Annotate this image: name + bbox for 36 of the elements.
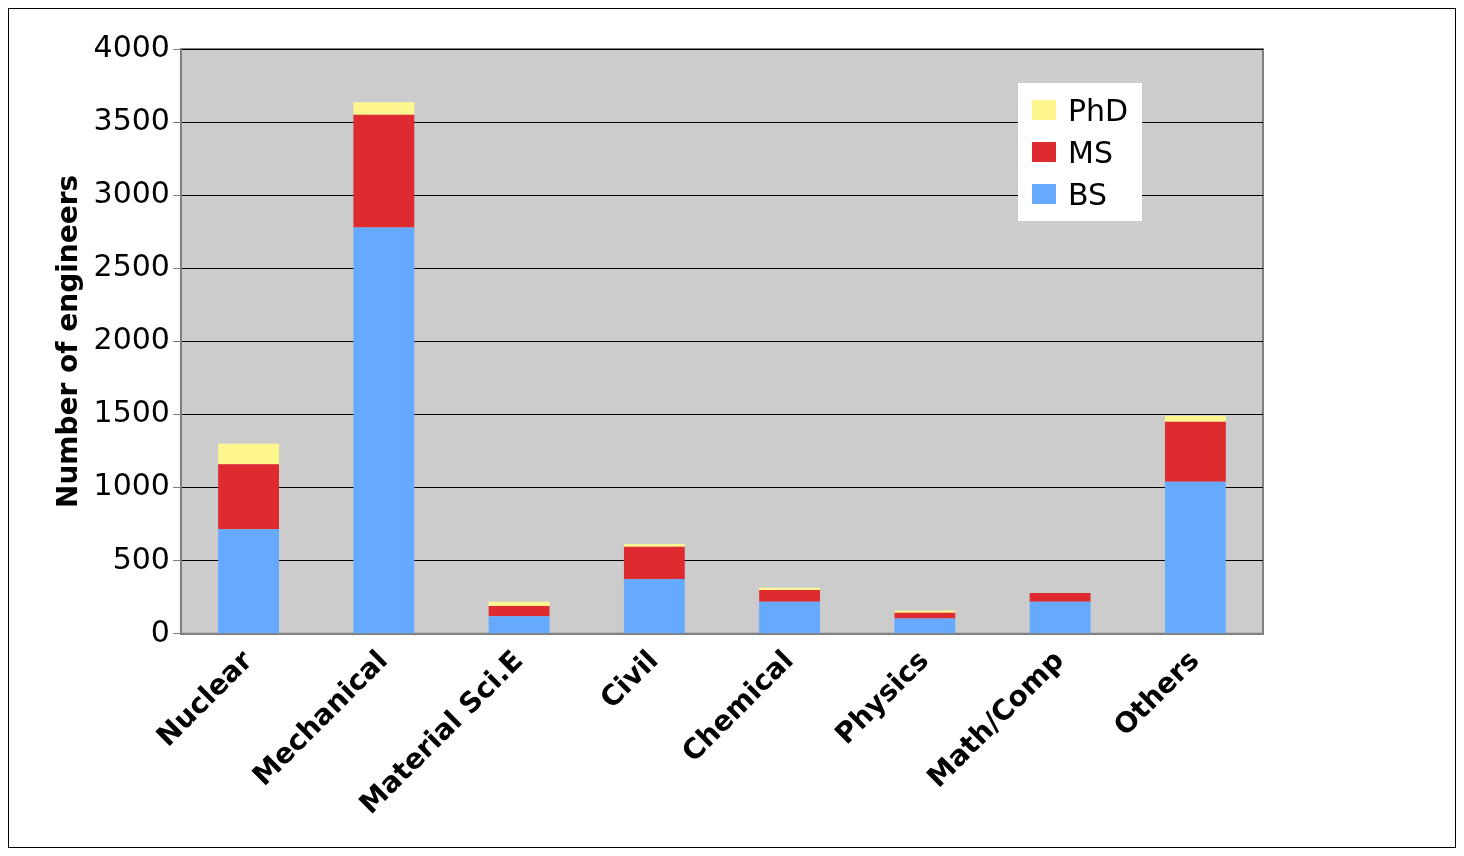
y-tick-label: 0 (150, 613, 170, 649)
bar (353, 102, 415, 115)
bar (894, 612, 956, 619)
bar (894, 618, 956, 634)
bar (1029, 601, 1091, 634)
y-axis-title: Number of engineers (51, 174, 85, 509)
bar (1164, 421, 1226, 482)
bar (488, 606, 550, 617)
bar (353, 114, 415, 228)
bar (218, 464, 280, 530)
bar (623, 546, 685, 580)
y-tick-label: 4000 (93, 28, 170, 64)
bar (1164, 416, 1226, 422)
legend-label: BS (1068, 176, 1108, 212)
y-tick-label: 3500 (93, 101, 170, 137)
y-tick-label: 1000 (93, 467, 170, 503)
bar (623, 543, 685, 547)
bar (759, 601, 821, 634)
y-tick-label: 2500 (93, 248, 170, 284)
bar (1164, 481, 1226, 634)
bar (759, 587, 821, 590)
legend-label: PhD (1068, 92, 1129, 128)
bar (218, 443, 280, 465)
bar (623, 579, 685, 634)
bar (894, 610, 956, 613)
y-tick-label: 2000 (93, 321, 170, 357)
bar (353, 227, 415, 634)
bar (759, 590, 821, 602)
y-tick-label: 1500 (93, 394, 170, 430)
y-tick-label: 500 (112, 540, 170, 576)
y-tick-label: 3000 (93, 175, 170, 211)
bar (488, 616, 550, 634)
bar (218, 529, 280, 634)
bar (1029, 592, 1091, 602)
legend-label: MS (1068, 134, 1113, 170)
bar (488, 601, 550, 607)
